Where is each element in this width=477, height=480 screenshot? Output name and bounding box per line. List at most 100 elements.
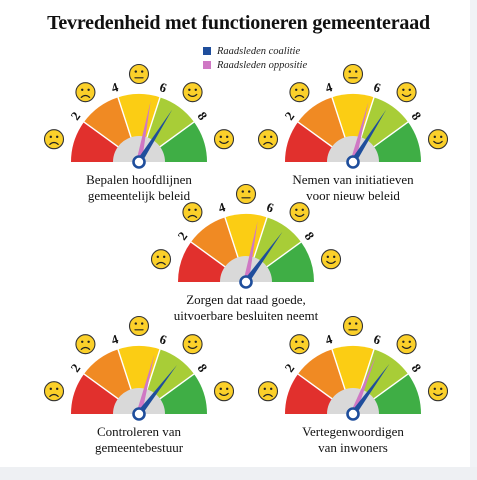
neutral-face xyxy=(128,63,150,85)
gauge-label-line: van inwoners xyxy=(318,440,388,455)
tick-label: 6 xyxy=(158,79,169,95)
gauge-label-line: voor nieuw beleid xyxy=(306,188,400,203)
needle-oppositie xyxy=(136,101,151,163)
gauge-segment xyxy=(224,214,268,282)
tick-label: 2 xyxy=(174,229,190,243)
legend-swatch-coalitie xyxy=(203,47,211,55)
tick-label: 8 xyxy=(409,361,425,375)
sad-face xyxy=(44,381,65,402)
legend-item-oppositie: Raadsleden oppositie xyxy=(203,58,307,72)
needle-coalitie xyxy=(350,109,387,164)
happy-face xyxy=(182,82,203,103)
tick-label: 6 xyxy=(372,331,383,347)
needle-oppositie xyxy=(350,356,376,416)
happy-face xyxy=(396,334,417,355)
gauge-label-line: gemeentebestuur xyxy=(94,440,184,455)
gauge-label-line: Nemen van initiatieven xyxy=(292,172,414,187)
sad-face xyxy=(75,82,96,103)
needle-coalitie xyxy=(243,231,283,284)
happy-face xyxy=(213,129,234,150)
happy-face xyxy=(427,129,448,150)
needle-hub xyxy=(132,155,146,169)
needle-coalitie xyxy=(136,109,173,164)
tick-label: 8 xyxy=(302,229,318,243)
gauge-label-line: Zorgen dat raad goede, xyxy=(186,292,306,307)
neutral-face xyxy=(128,315,150,337)
sad-face xyxy=(75,334,96,355)
gauge-svg: 2 4 6 8 xyxy=(44,315,234,421)
gauge-segment xyxy=(117,94,161,162)
tick-label: 4 xyxy=(323,331,334,347)
needle-oppositie xyxy=(136,353,155,415)
sad-face xyxy=(151,249,172,270)
tick-label: 2 xyxy=(281,109,297,123)
sad-face xyxy=(182,202,203,223)
sad-face xyxy=(289,82,310,103)
legend-label-coalitie: Raadsleden coalitie xyxy=(217,45,301,57)
gauge-svg: 2 4 6 8 xyxy=(258,63,448,169)
happy-face xyxy=(396,82,417,103)
needle-coalitie xyxy=(350,363,390,416)
gauge-label-line: Bepalen hoofdlijnen xyxy=(86,172,192,187)
gauge-label: Vertegenwoordigen van inwoners xyxy=(258,424,448,456)
happy-face xyxy=(320,249,341,270)
happy-face xyxy=(182,334,203,355)
gauge-label-line: uitvoerbare besluiten neemt xyxy=(173,308,319,323)
gauge-svg: 2 4 6 8 xyxy=(258,315,448,421)
legend-item-coalitie: Raadsleden coalitie xyxy=(203,44,307,58)
sad-face xyxy=(258,381,279,402)
needle-hub xyxy=(239,275,253,289)
tick-label: 4 xyxy=(323,79,334,95)
tick-label: 6 xyxy=(158,331,169,347)
gauge-controleren: 2 4 6 8 Controleren van gemeentebestuur xyxy=(44,314,234,456)
tick-label: 2 xyxy=(67,361,83,375)
needle-oppositie xyxy=(243,221,258,283)
gauge-label: Zorgen dat raad goede, uitvoerbare beslu… xyxy=(151,292,341,324)
happy-face xyxy=(427,381,448,402)
sad-face xyxy=(258,129,279,150)
tick-label: 4 xyxy=(109,79,120,95)
legend-label-oppositie: Raadsleden oppositie xyxy=(217,59,308,71)
gauge-segment xyxy=(331,94,375,162)
legend-swatch-oppositie xyxy=(203,61,211,69)
needle-hub xyxy=(132,407,146,421)
neutral-face xyxy=(342,63,364,85)
gauge-label-line: Vertegenwoordigen xyxy=(302,424,404,439)
legend: Raadsleden coalitie Raadsleden oppositie xyxy=(203,44,307,72)
needle-hub xyxy=(346,155,360,169)
gauge-besluiten: 2 4 6 8 Zorgen dat raad goede, uitvoerbare … xyxy=(151,182,341,324)
gauge-initiatieven: 2 4 6 8 Nemen van initiatieven voor nieuw b… xyxy=(258,62,448,204)
gauge-hoofdlijnen: 2 4 6 8 Bepalen hoofdlijnen gemeentelijk be… xyxy=(44,62,234,204)
happy-face xyxy=(289,202,310,223)
tick-label: 8 xyxy=(195,361,211,375)
gauge-label-line: gemeentelijk beleid xyxy=(87,188,191,203)
right-edge-band xyxy=(470,0,477,480)
gauge-svg: 2 4 6 8 xyxy=(151,183,341,289)
gauge-segment xyxy=(331,346,375,414)
tick-label: 2 xyxy=(281,361,297,375)
gauge-label: Bepalen hoofdlijnen gemeentelijk beleid xyxy=(44,172,234,204)
sad-face xyxy=(44,129,65,150)
chart-title: Tevredenheid met functioneren gemeentera… xyxy=(47,12,430,34)
tick-label: 8 xyxy=(409,109,425,123)
gauge-label: Controleren van gemeentebestuur xyxy=(44,424,234,456)
neutral-face xyxy=(342,315,364,337)
gauge-svg: 2 4 6 8 xyxy=(44,63,234,169)
sad-face xyxy=(289,334,310,355)
gauge-label: Nemen van initiatieven voor nieuw beleid xyxy=(258,172,448,204)
tick-label: 2 xyxy=(67,109,83,123)
gauge-vertegenwoordigen: 2 4 6 8 Vertegenwoordigen van inwoners xyxy=(258,314,448,456)
gauge-label-line: Controleren van xyxy=(96,424,182,439)
bottom-edge-band xyxy=(0,467,477,480)
tick-label: 6 xyxy=(372,79,383,95)
tick-label: 4 xyxy=(216,199,227,215)
needle-hub xyxy=(346,407,360,421)
happy-face xyxy=(213,381,234,402)
tick-label: 6 xyxy=(265,199,276,215)
needle-oppositie xyxy=(350,101,369,163)
needle-coalitie xyxy=(136,365,177,416)
gauge-segment xyxy=(117,346,161,414)
neutral-face xyxy=(235,183,257,205)
tick-label: 8 xyxy=(195,109,211,123)
tick-label: 4 xyxy=(109,331,120,347)
